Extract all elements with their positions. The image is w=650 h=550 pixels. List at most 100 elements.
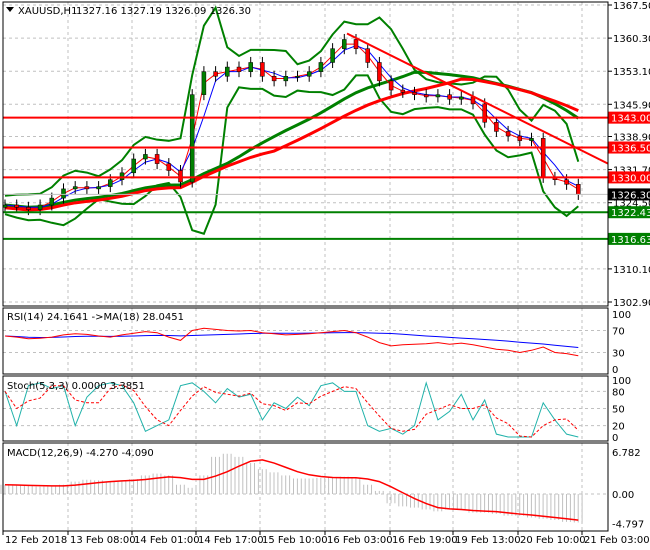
level-price-label: 1330.00 (611, 173, 650, 184)
level-price-tag (608, 206, 650, 219)
candle (447, 94, 452, 100)
candle (388, 80, 394, 91)
macd-tick-label: 0.00 (612, 490, 634, 501)
candle (306, 71, 312, 77)
bollinger-upper-line (4, 5, 580, 197)
rsi-panel-frame (2, 307, 609, 375)
ohlc-label: 1327.16 1327.19 1326.09 1326.30 (76, 6, 251, 17)
stoch-tick-label: 20 (612, 422, 625, 433)
x-tick-label: 13 Feb 08:00 (70, 535, 136, 546)
candle (236, 66, 242, 72)
x-tick-label: 19 Feb 13:00 (455, 535, 521, 546)
triangle-down-icon[interactable] (6, 7, 14, 12)
stoch-panel-frame (2, 375, 609, 442)
current-price-label: 1326.30 (611, 190, 650, 201)
candle (201, 71, 207, 95)
symbol-label: XAUUSD,H1 (18, 6, 77, 17)
stoch-tick-label: 100 (612, 376, 631, 387)
candle (260, 62, 265, 77)
candle (342, 39, 347, 49)
candle (225, 66, 230, 77)
price-tick-label: 1310.10 (613, 265, 650, 276)
rsi-tick-label: 0 (612, 365, 618, 376)
candle (61, 188, 66, 199)
candle (166, 163, 172, 171)
level-price-label: 1316.63 (611, 235, 650, 246)
candle (482, 103, 487, 123)
candle (330, 48, 335, 63)
price-tick-label: 1367.50 (613, 1, 650, 12)
stoch-signal-line (4, 384, 579, 438)
candle (213, 71, 218, 77)
candle (400, 89, 406, 93)
price-tick-label: 1331.70 (613, 166, 650, 177)
candle (494, 121, 499, 132)
ma-long-red-line (4, 77, 579, 212)
candle (412, 92, 417, 95)
x-tick-label: 21 Feb 03:00 (584, 535, 650, 546)
candle (26, 207, 31, 210)
x-tick-label: 16 Feb 19:00 (392, 535, 458, 546)
price-tick-label: 1345.90 (613, 100, 650, 111)
candle (37, 204, 43, 210)
rsi-tick-label: 100 (612, 310, 631, 321)
candle (143, 154, 148, 160)
price-panel[interactable] (2, 5, 609, 240)
level-price-tag (608, 171, 650, 184)
candle (119, 172, 125, 180)
stoch-tick-label: 0 (612, 433, 618, 444)
level-price-tag (608, 232, 650, 245)
stoch-tick-label: 50 (612, 405, 625, 416)
x-tick-label: 20 Feb 10:00 (520, 535, 586, 546)
macd-panel-frame (2, 442, 609, 532)
candle (540, 138, 546, 178)
candle (108, 179, 113, 187)
candle (178, 170, 183, 183)
x-tick-label: 15 Feb 10:00 (262, 535, 328, 546)
candle (505, 131, 511, 137)
candle (72, 186, 78, 190)
rsi-label: RSI(14) 24.1641 ->MA(18) 28.0451 (7, 312, 184, 323)
candle (271, 76, 277, 82)
stochastic-panel[interactable] (4, 381, 579, 438)
candle (96, 186, 101, 190)
candle (423, 94, 429, 98)
price-tick-label: 1353.10 (613, 67, 650, 78)
current-price-tag (608, 188, 650, 201)
x-tick-label: 14 Feb 17:00 (198, 535, 264, 546)
candle (131, 158, 136, 174)
price-tick-label: 1324.50 (613, 199, 650, 210)
price-tick-label: 1302.90 (613, 298, 650, 309)
candle (248, 62, 253, 72)
candle (365, 48, 370, 63)
trendline (346, 32, 609, 165)
rsi-line (4, 327, 579, 357)
price-tick-label: 1338.90 (613, 132, 650, 143)
candle (377, 62, 382, 82)
macd-tick-label: 6.782 (612, 448, 641, 459)
rsi-panel[interactable] (4, 327, 579, 357)
level-price-tag (608, 111, 650, 124)
candle (49, 197, 55, 206)
candle (318, 62, 324, 72)
candle (283, 76, 289, 82)
price-tick-label: 1360.30 (613, 34, 650, 45)
macd-panel[interactable] (0, 453, 583, 523)
macd-label: MACD(12,26,9) -4.270 -4.090 (7, 448, 154, 459)
candle (189, 94, 195, 183)
candle (295, 76, 300, 78)
ma-long-green-line (4, 70, 580, 209)
rsi-tick-label: 30 (612, 349, 625, 360)
candle (154, 154, 160, 164)
x-tick-label: 16 Feb 03:00 (327, 535, 393, 546)
candle (84, 186, 90, 190)
stoch-main-line (4, 381, 579, 438)
candle (529, 138, 534, 141)
candle (517, 135, 523, 141)
stoch-label: Stoch(5,3,3) 0.0000 3.3851 (7, 381, 145, 392)
candle (435, 94, 441, 98)
candle (2, 204, 8, 208)
x-tick-label: 14 Feb 01:00 (134, 535, 200, 546)
level-price-label: 1322.43 (611, 208, 650, 219)
